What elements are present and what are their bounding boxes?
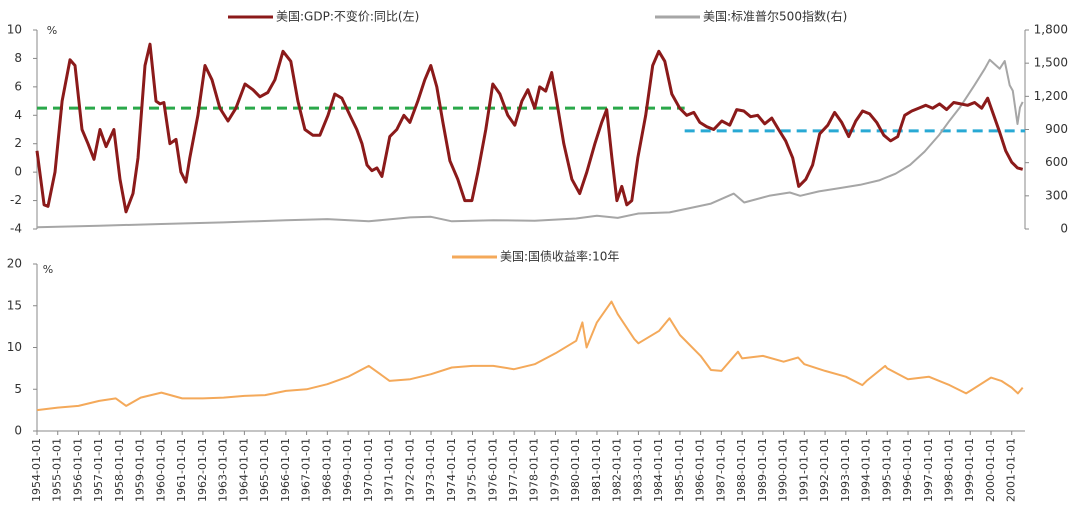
x-tick-label: 1994-01-01 bbox=[860, 438, 873, 502]
series-line bbox=[36, 58, 1024, 229]
x-tick-label: 1993-01-01 bbox=[839, 438, 852, 502]
x-tick-label: 1960-01-01 bbox=[154, 438, 167, 502]
x-tick-label: 1962-01-01 bbox=[196, 438, 209, 502]
legend-label: 美国:GDP:不变价:同比(左) bbox=[276, 9, 419, 24]
x-tick-label: 1983-01-01 bbox=[631, 438, 644, 502]
x-tick-label: 1982-01-01 bbox=[611, 438, 624, 502]
x-tick-label: 1984-01-01 bbox=[652, 438, 665, 502]
y-tick-label: -4 bbox=[10, 222, 22, 236]
x-tick-label: 1997-01-01 bbox=[922, 438, 935, 502]
y2-tick-label: 1,800 bbox=[1034, 23, 1068, 37]
x-tick-label: 1954-01-01 bbox=[30, 438, 43, 502]
x-tick-label: 1969-01-01 bbox=[341, 438, 354, 502]
x-tick-label: 1978-01-01 bbox=[528, 438, 541, 502]
x-tick-label: 1990-01-01 bbox=[777, 438, 790, 502]
x-tick-label: 1985-01-01 bbox=[673, 438, 686, 502]
x-tick-label: 1957-01-01 bbox=[92, 438, 105, 502]
y-tick-label: 10 bbox=[7, 340, 22, 354]
x-tick-label: 1987-01-01 bbox=[714, 438, 727, 502]
y-tick-label: 0 bbox=[14, 165, 22, 179]
x-tick-label: 1970-01-01 bbox=[362, 438, 375, 502]
x-tick-label: 1975-01-01 bbox=[466, 438, 479, 502]
x-tick-label: 1986-01-01 bbox=[694, 438, 707, 502]
y-tick-label: 5 bbox=[14, 382, 22, 396]
x-tick-label: 1998-01-01 bbox=[943, 438, 956, 502]
y2-tick-label: 600 bbox=[1045, 155, 1068, 169]
x-tick-label: 1989-01-01 bbox=[756, 438, 769, 502]
y-tick-label: 10 bbox=[7, 23, 22, 37]
y-unit: % bbox=[47, 24, 57, 37]
x-tick-label: 1977-01-01 bbox=[507, 438, 520, 502]
y-tick-label: 6 bbox=[14, 79, 22, 93]
x-tick-label: 1979-01-01 bbox=[548, 438, 561, 502]
x-tick-label: 2000-01-01 bbox=[984, 438, 997, 502]
x-tick-label: 1966-01-01 bbox=[279, 438, 292, 502]
y2-tick-label: 1,200 bbox=[1034, 89, 1068, 103]
y2-tick-label: 0 bbox=[1060, 222, 1068, 236]
legend-label: 美国:标准普尔500指数(右) bbox=[703, 9, 847, 24]
x-tick-label: 1974-01-01 bbox=[445, 438, 458, 502]
y-unit: % bbox=[43, 263, 53, 276]
x-tick-label: 1967-01-01 bbox=[300, 438, 313, 502]
x-tick-label: 1955-01-01 bbox=[51, 438, 64, 502]
x-tick-label: 1956-01-01 bbox=[71, 438, 84, 502]
x-tick-label: 1968-01-01 bbox=[320, 438, 333, 502]
y-tick-label: -2 bbox=[10, 193, 22, 207]
series-line bbox=[35, 42, 1024, 214]
y2-tick-label: 300 bbox=[1045, 188, 1068, 202]
x-tick-label: 1988-01-01 bbox=[735, 438, 748, 502]
x-tick-label: 1965-01-01 bbox=[258, 438, 271, 502]
x-tick-label: 1964-01-01 bbox=[237, 438, 250, 502]
legend-label: 美国:国债收益率:10年 bbox=[500, 249, 619, 264]
y-tick-label: 0 bbox=[14, 424, 22, 438]
x-tick-label: 2001-01-01 bbox=[1005, 438, 1018, 502]
x-tick-label: 1976-01-01 bbox=[486, 438, 499, 502]
x-tick-label: 1995-01-01 bbox=[880, 438, 893, 502]
y2-tick-label: 1,500 bbox=[1034, 56, 1068, 70]
x-tick-label: 1961-01-01 bbox=[175, 438, 188, 502]
y2-tick-label: 900 bbox=[1045, 122, 1068, 136]
y-tick-label: 8 bbox=[14, 51, 22, 65]
x-tick-label: 1963-01-01 bbox=[217, 438, 230, 502]
x-tick-label: 1999-01-01 bbox=[963, 438, 976, 502]
series-line bbox=[36, 300, 1024, 412]
x-tick-label: 1996-01-01 bbox=[901, 438, 914, 502]
x-tick-label: 1971-01-01 bbox=[383, 438, 396, 502]
x-tick-label: 1981-01-01 bbox=[590, 438, 603, 502]
y-tick-label: 20 bbox=[7, 257, 22, 271]
y-tick-label: 2 bbox=[14, 136, 22, 150]
x-tick-label: 1972-01-01 bbox=[403, 438, 416, 502]
x-tick-label: 1980-01-01 bbox=[569, 438, 582, 502]
x-tick-label: 1992-01-01 bbox=[818, 438, 831, 502]
y-tick-label: 4 bbox=[14, 108, 22, 122]
x-tick-label: 1973-01-01 bbox=[424, 438, 437, 502]
x-tick-label: 1991-01-01 bbox=[797, 438, 810, 502]
x-tick-label: 1958-01-01 bbox=[113, 438, 126, 502]
y-tick-label: 15 bbox=[7, 298, 22, 312]
x-tick-label: 1959-01-01 bbox=[134, 438, 147, 502]
